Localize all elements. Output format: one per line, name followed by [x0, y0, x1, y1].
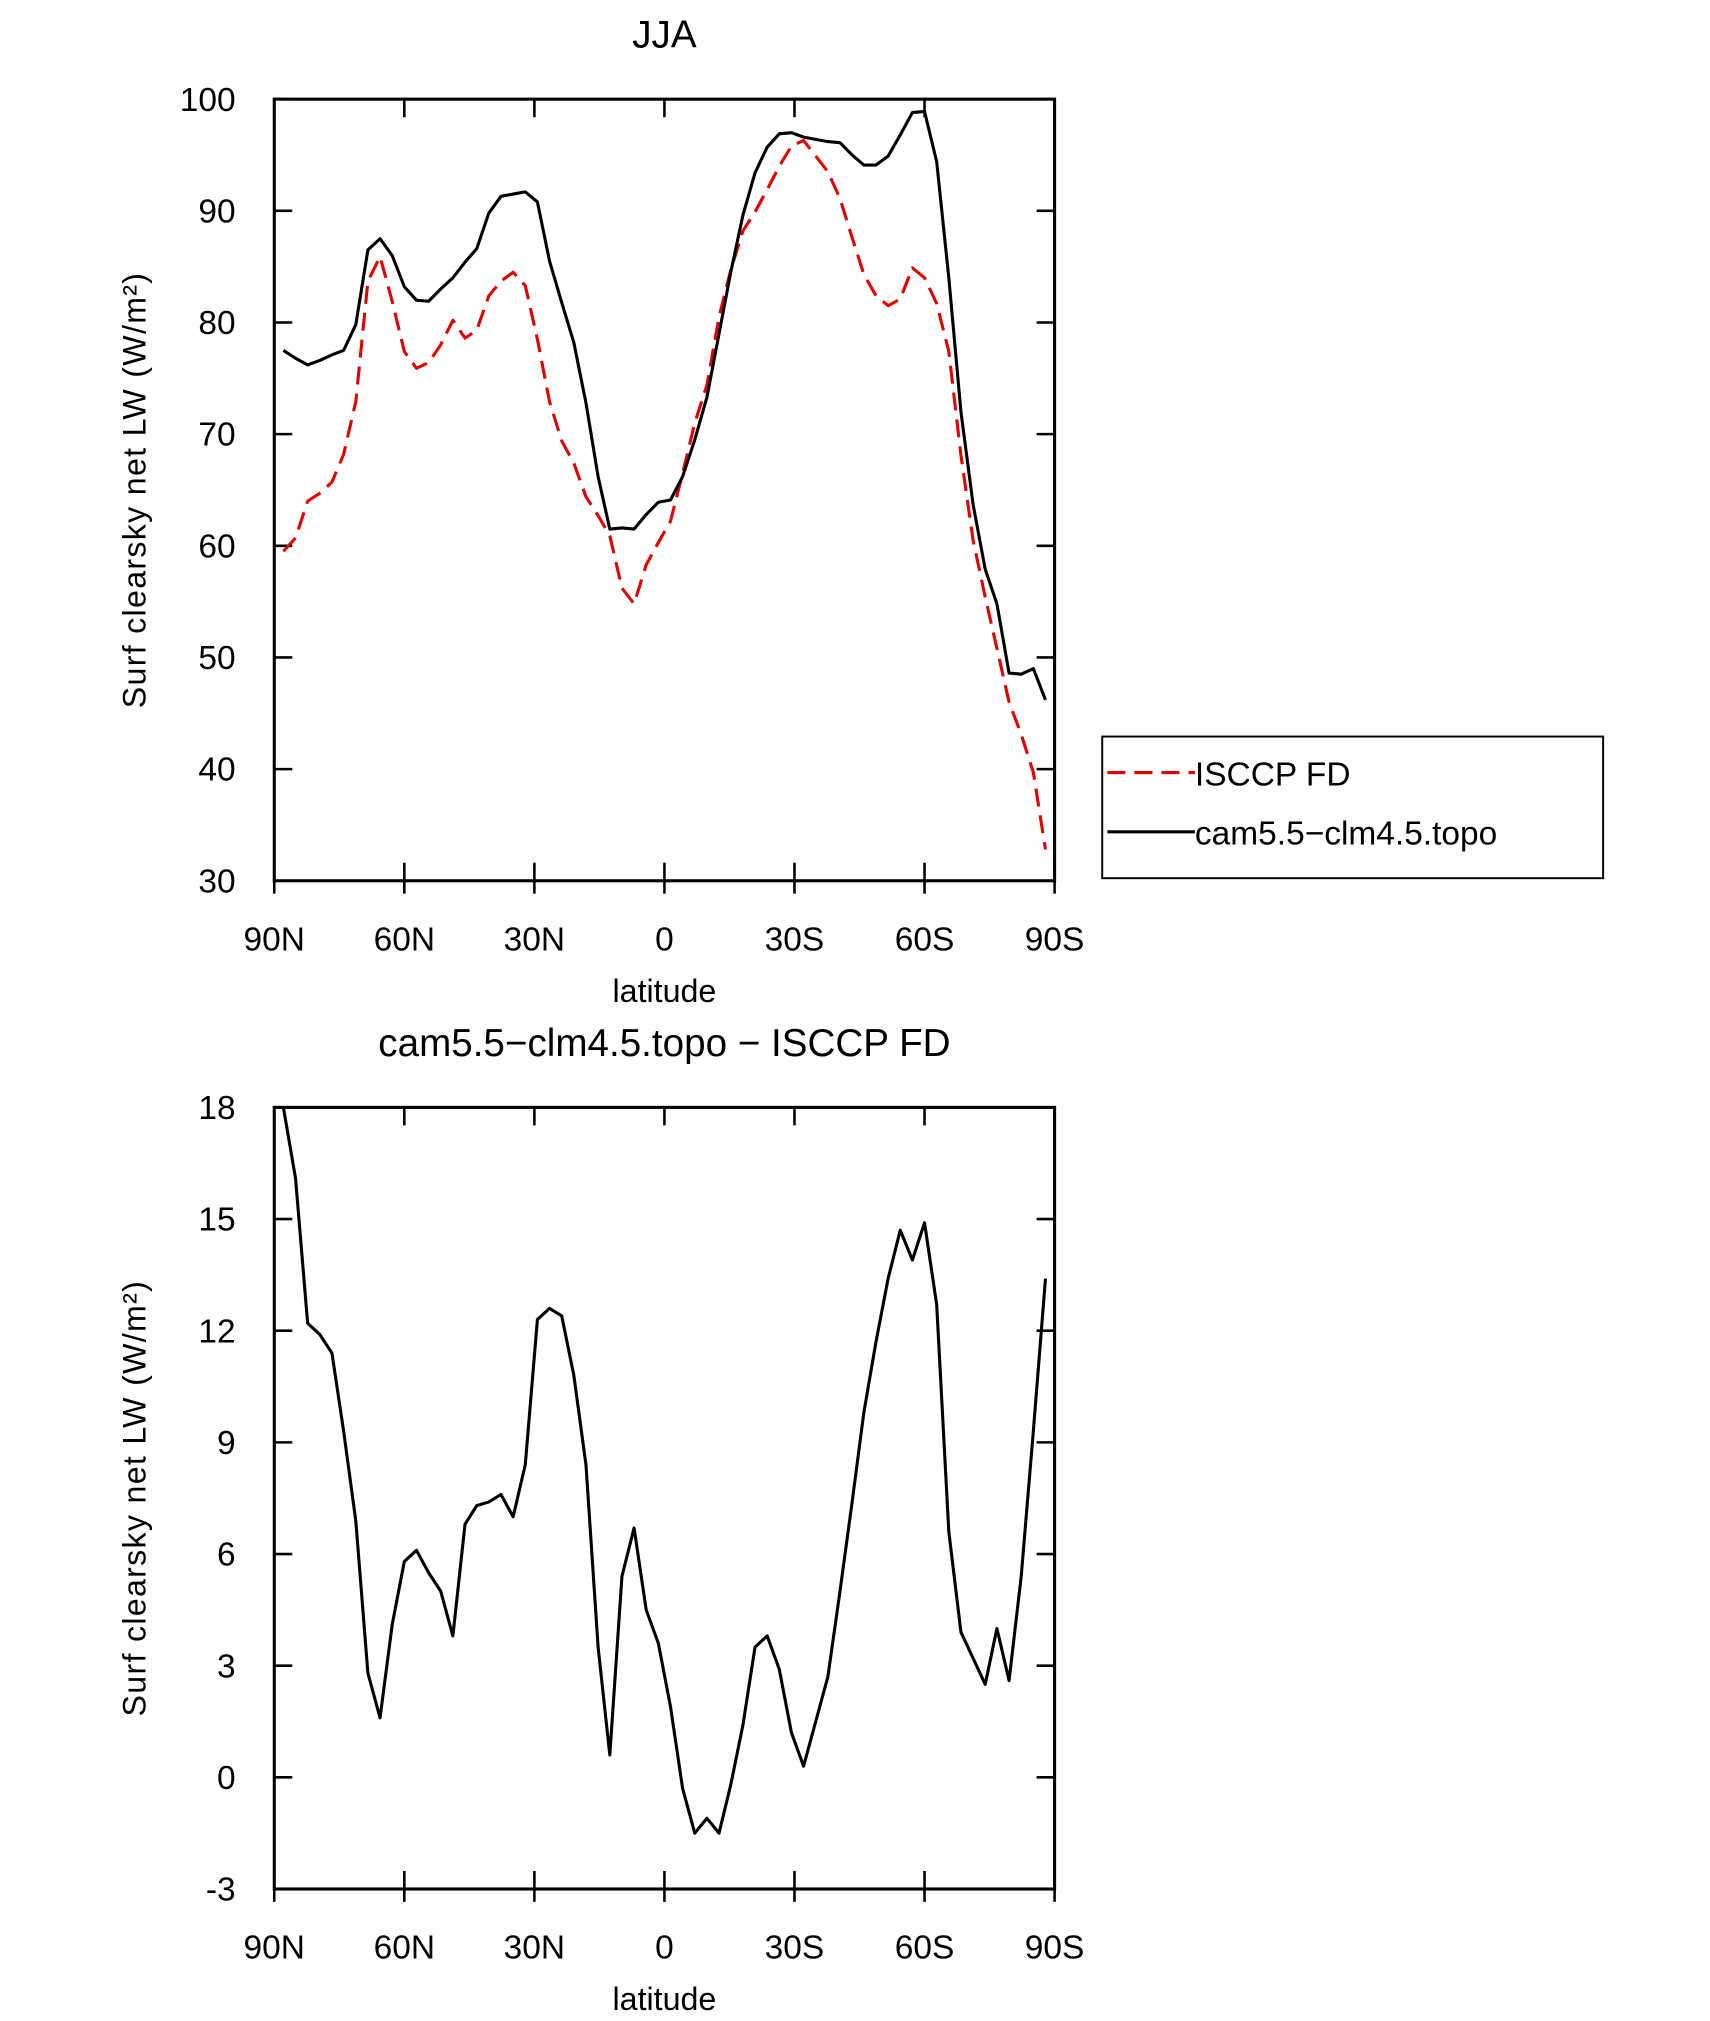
x-tick-label: 30N [504, 1930, 565, 1967]
x-tick-label: 90S [1025, 921, 1085, 958]
y-tick-label: 18 [198, 1090, 235, 1127]
x-tick-label: 60N [374, 1930, 435, 1967]
data-line [282, 138, 1048, 850]
x-tick-label: 0 [655, 921, 674, 958]
x-tick-label: 30S [765, 921, 825, 958]
x-axis-label: latitude [613, 1981, 717, 2017]
y-tick-label: 12 [198, 1313, 235, 1350]
x-tick-label: 90N [244, 921, 305, 958]
x-tick-label: 0 [655, 1930, 674, 1967]
x-tick-label: 90S [1025, 1930, 1085, 1967]
y-tick-label: 70 [198, 417, 235, 454]
y-tick-label: 50 [198, 640, 235, 677]
chart-title: cam5.5−clm4.5.topo − ISCCP FD [378, 1022, 950, 1065]
x-tick-label: 60N [374, 921, 435, 958]
x-tick-label: 60S [895, 921, 955, 958]
legend-box [1101, 735, 1605, 880]
y-axis-label: Surf clearsky net LW (W/m²) [117, 1280, 153, 1717]
y-axis-label: Surf clearsky net LW (W/m²) [117, 272, 153, 709]
legend-label: ISCCP FD [1195, 756, 1351, 793]
y-tick-label: 6 [217, 1537, 236, 1574]
y-tick-label: 3 [217, 1648, 236, 1685]
x-tick-label: 30N [504, 921, 565, 958]
y-tick-label: 30 [198, 863, 235, 900]
plot-frame [272, 97, 1057, 883]
chart-title: JJA [632, 14, 697, 57]
x-axis-label: latitude [613, 973, 717, 1009]
y-tick-label: 15 [198, 1202, 235, 1239]
y-tick-label: 60 [198, 528, 235, 565]
y-tick-label: 80 [198, 305, 235, 342]
data-line [281, 1107, 1048, 1835]
x-tick-label: 90N [244, 1930, 305, 1967]
y-tick-label: 40 [198, 752, 235, 789]
x-tick-label: 30S [765, 1930, 825, 1967]
y-tick-label: 0 [217, 1760, 236, 1797]
plot-frame [272, 1105, 1057, 1891]
y-tick-label: 90 [198, 193, 235, 230]
legend-label: cam5.5−clm4.5.topo [1195, 816, 1497, 853]
x-tick-label: 60S [895, 1930, 955, 1967]
y-tick-label: 9 [217, 1425, 236, 1462]
y-tick-label: 100 [180, 82, 236, 119]
data-line [282, 109, 1047, 701]
y-tick-label: -3 [206, 1872, 236, 1909]
